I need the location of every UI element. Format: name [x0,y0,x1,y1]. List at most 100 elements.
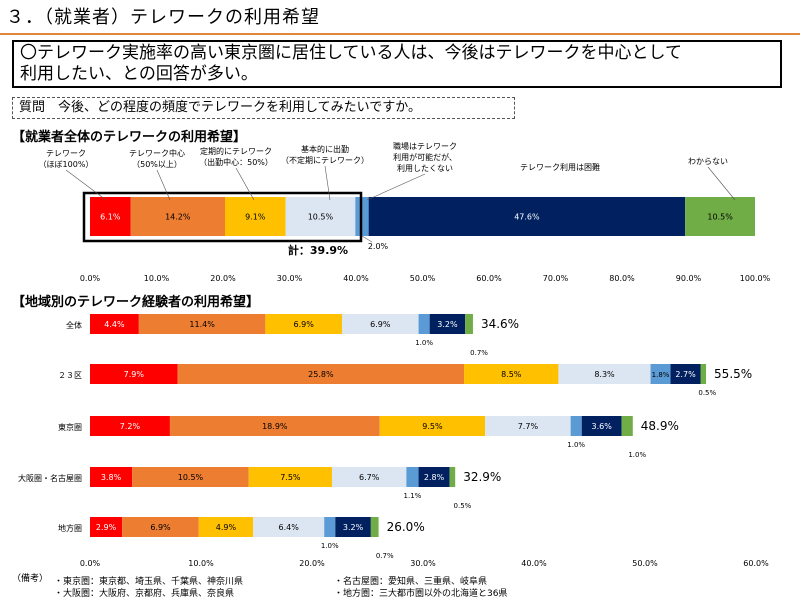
data-label-overall-seg-4: 10.5% [308,213,334,222]
total-label-region-3: 32.9% [463,470,501,484]
notes: （備考） [12,574,48,585]
data-label-region-3-seg-6: 2.8% [424,473,445,482]
bar-region-0-seg-1 [90,314,139,334]
leader-overall-1 [65,169,107,201]
data-label-region-0-seg-3: 6.9% [294,320,315,329]
bar-region-4-seg-7 [370,517,379,537]
data-label-region-1-seg-3: 8.5% [501,370,522,379]
data-label-region-0-seg-7: 0.7% [470,349,488,357]
bar-region-3-seg-1 [90,467,133,487]
category-label-3: 大阪圏・名古屋圏 [18,473,82,483]
legend-overall-6-line-1: テレワーク利用は困難 [520,162,600,172]
data-label-overall-seg-6: 47.6% [514,213,540,222]
data-label-region-2-seg-1: 7.2% [120,422,141,431]
data-label-region-0-seg-1: 4.4% [104,320,125,329]
x-tick-overall-1: 10.0% [144,274,170,283]
bar-region-0-seg-3 [265,314,342,334]
x-tick-overall-8: 80.0% [609,274,635,283]
x-tick-region-6: 60.0% [743,559,769,568]
legend-overall-5-line-2: 利用が可能だが、 [393,152,457,162]
data-label-region-3-seg-3: 7.5% [280,473,301,482]
x-tick-region-3: 30.0% [410,559,436,568]
data-label-region-2-seg-6: 3.6% [592,422,613,431]
bar-region-1-seg-7 [700,364,707,384]
data-label-region-4-seg-4: 6.4% [279,523,300,532]
data-label-region-1-seg-7: 0.5% [698,389,716,397]
data-label-region-0-seg-4: 6.9% [370,320,391,329]
bar-region-1-seg-5 [650,364,671,384]
bar-region-4-seg-4 [253,517,325,537]
x-tick-region-0: 0.0% [80,559,101,568]
legend-overall-4-line-2: （不定期にテレワーク） [281,155,369,165]
bar-region-0-seg-5 [418,314,430,334]
x-tick-overall-6: 60.0% [476,274,502,283]
data-label-region-3-seg-5: 1.1% [404,492,422,500]
bar-region-4-seg-1 [90,517,123,537]
total-label-region-0: 34.6% [481,317,519,331]
leader-overall-4 [324,165,331,201]
bar-region-3-seg-3 [248,467,332,487]
data-label-region-2-seg-2: 18.9% [262,422,288,431]
x-tick-overall-5: 50.0% [410,274,436,283]
total-label-region-2: 48.9% [641,419,679,433]
bar-overall-seg-2 [130,197,225,236]
bar-region-1-seg-2 [177,364,465,384]
bar-region-0-seg-6 [429,314,466,334]
bar-region-2-seg-1 [90,416,170,436]
x-tick-overall-7: 70.0% [543,274,569,283]
bar-region-3-seg-6 [418,467,450,487]
data-label-region-3-seg-1: 3.8% [101,473,122,482]
x-tick-overall-3: 30.0% [277,274,303,283]
data-label-overall-seg-2: 14.2% [165,213,191,222]
bar-region-3-seg-4 [331,467,407,487]
bar-overall-seg-7 [685,197,755,236]
total-label-region-1: 55.5% [714,367,752,381]
total-label-region-4: 26.0% [387,520,425,534]
legend-overall-3-line-2: （出勤中心：50%） [199,157,273,167]
bar-region-2-seg-5 [570,416,582,436]
x-tick-overall-2: 20.0% [210,274,236,283]
legend-overall-5-line-1: 職場はテレワーク [393,141,457,151]
x-tick-overall-10: 100.0% [740,274,771,283]
data-label-overall-seg-3: 9.1% [245,213,266,222]
data-label-region-2-seg-7: 1.0% [628,451,646,459]
data-label-region-4-seg-5: 1.0% [321,542,339,550]
bar-region-4-seg-6 [335,517,371,537]
legend-overall-1-line-1: テレワーク [46,149,86,158]
category-label-2: 東京圏 [58,422,82,432]
data-label-region-3-seg-2: 10.5% [178,473,204,482]
data-label-region-4-seg-7: 0.7% [376,552,394,560]
x-tick-overall-0: 0.0% [80,274,101,283]
bar-region-1-seg-4 [558,364,651,384]
note-regional: ・地方圏：三大都市圏以外の北海道と36県 [334,589,508,599]
bar-region-4-seg-3 [198,517,254,537]
bar-region-0-seg-2 [138,314,266,334]
data-label-region-4-seg-1: 2.9% [96,523,117,532]
bar-region-3-seg-5 [406,467,419,487]
data-label-overall-seg-7: 10.5% [707,213,733,222]
legend-overall-5-line-3: 利用したくない [397,163,453,173]
x-tick-region-4: 40.0% [521,559,547,568]
data-label-region-2-seg-5: 1.0% [567,441,585,449]
bar-region-4-seg-5 [324,517,336,537]
bar-region-0-seg-4 [341,314,419,334]
data-label-region-0-seg-5: 1.0% [415,339,433,347]
bar-region-2-seg-6 [581,416,622,436]
summary-box: 〇テレワーク実施率の高い東京圏に居住している人は、今後はテレワークを中心として … [12,40,782,88]
bar-region-1-seg-3 [464,364,559,384]
bar-region-2-seg-3 [379,416,486,436]
data-label-region-1-seg-6: 2.7% [675,370,696,379]
notes-label: （備考） [12,574,49,584]
data-label-region-1-seg-2: 25.8% [308,370,334,379]
data-label-region-4-seg-3: 4.9% [216,523,237,532]
legend-overall-2-line-2: （50%以上） [132,160,182,169]
legend-overall-7-line-1: わからない [688,157,728,166]
data-label-region-1-seg-4: 8.3% [594,370,615,379]
total-label-overall: 計：39.9% [288,243,348,257]
note-osaka: ・大阪圏：大阪府、京都府、兵庫県、奈良県 [54,589,235,599]
data-label-region-4-seg-2: 6.9% [150,523,171,532]
bar-overall-seg-3 [224,197,286,236]
survey-question: 質問 今後、どの程度の頻度でテレワークを利用してみたいですか。 [12,97,515,119]
category-label-1: ２３区 [58,371,82,380]
data-label-region-1-seg-5: 1.8% [652,371,670,379]
